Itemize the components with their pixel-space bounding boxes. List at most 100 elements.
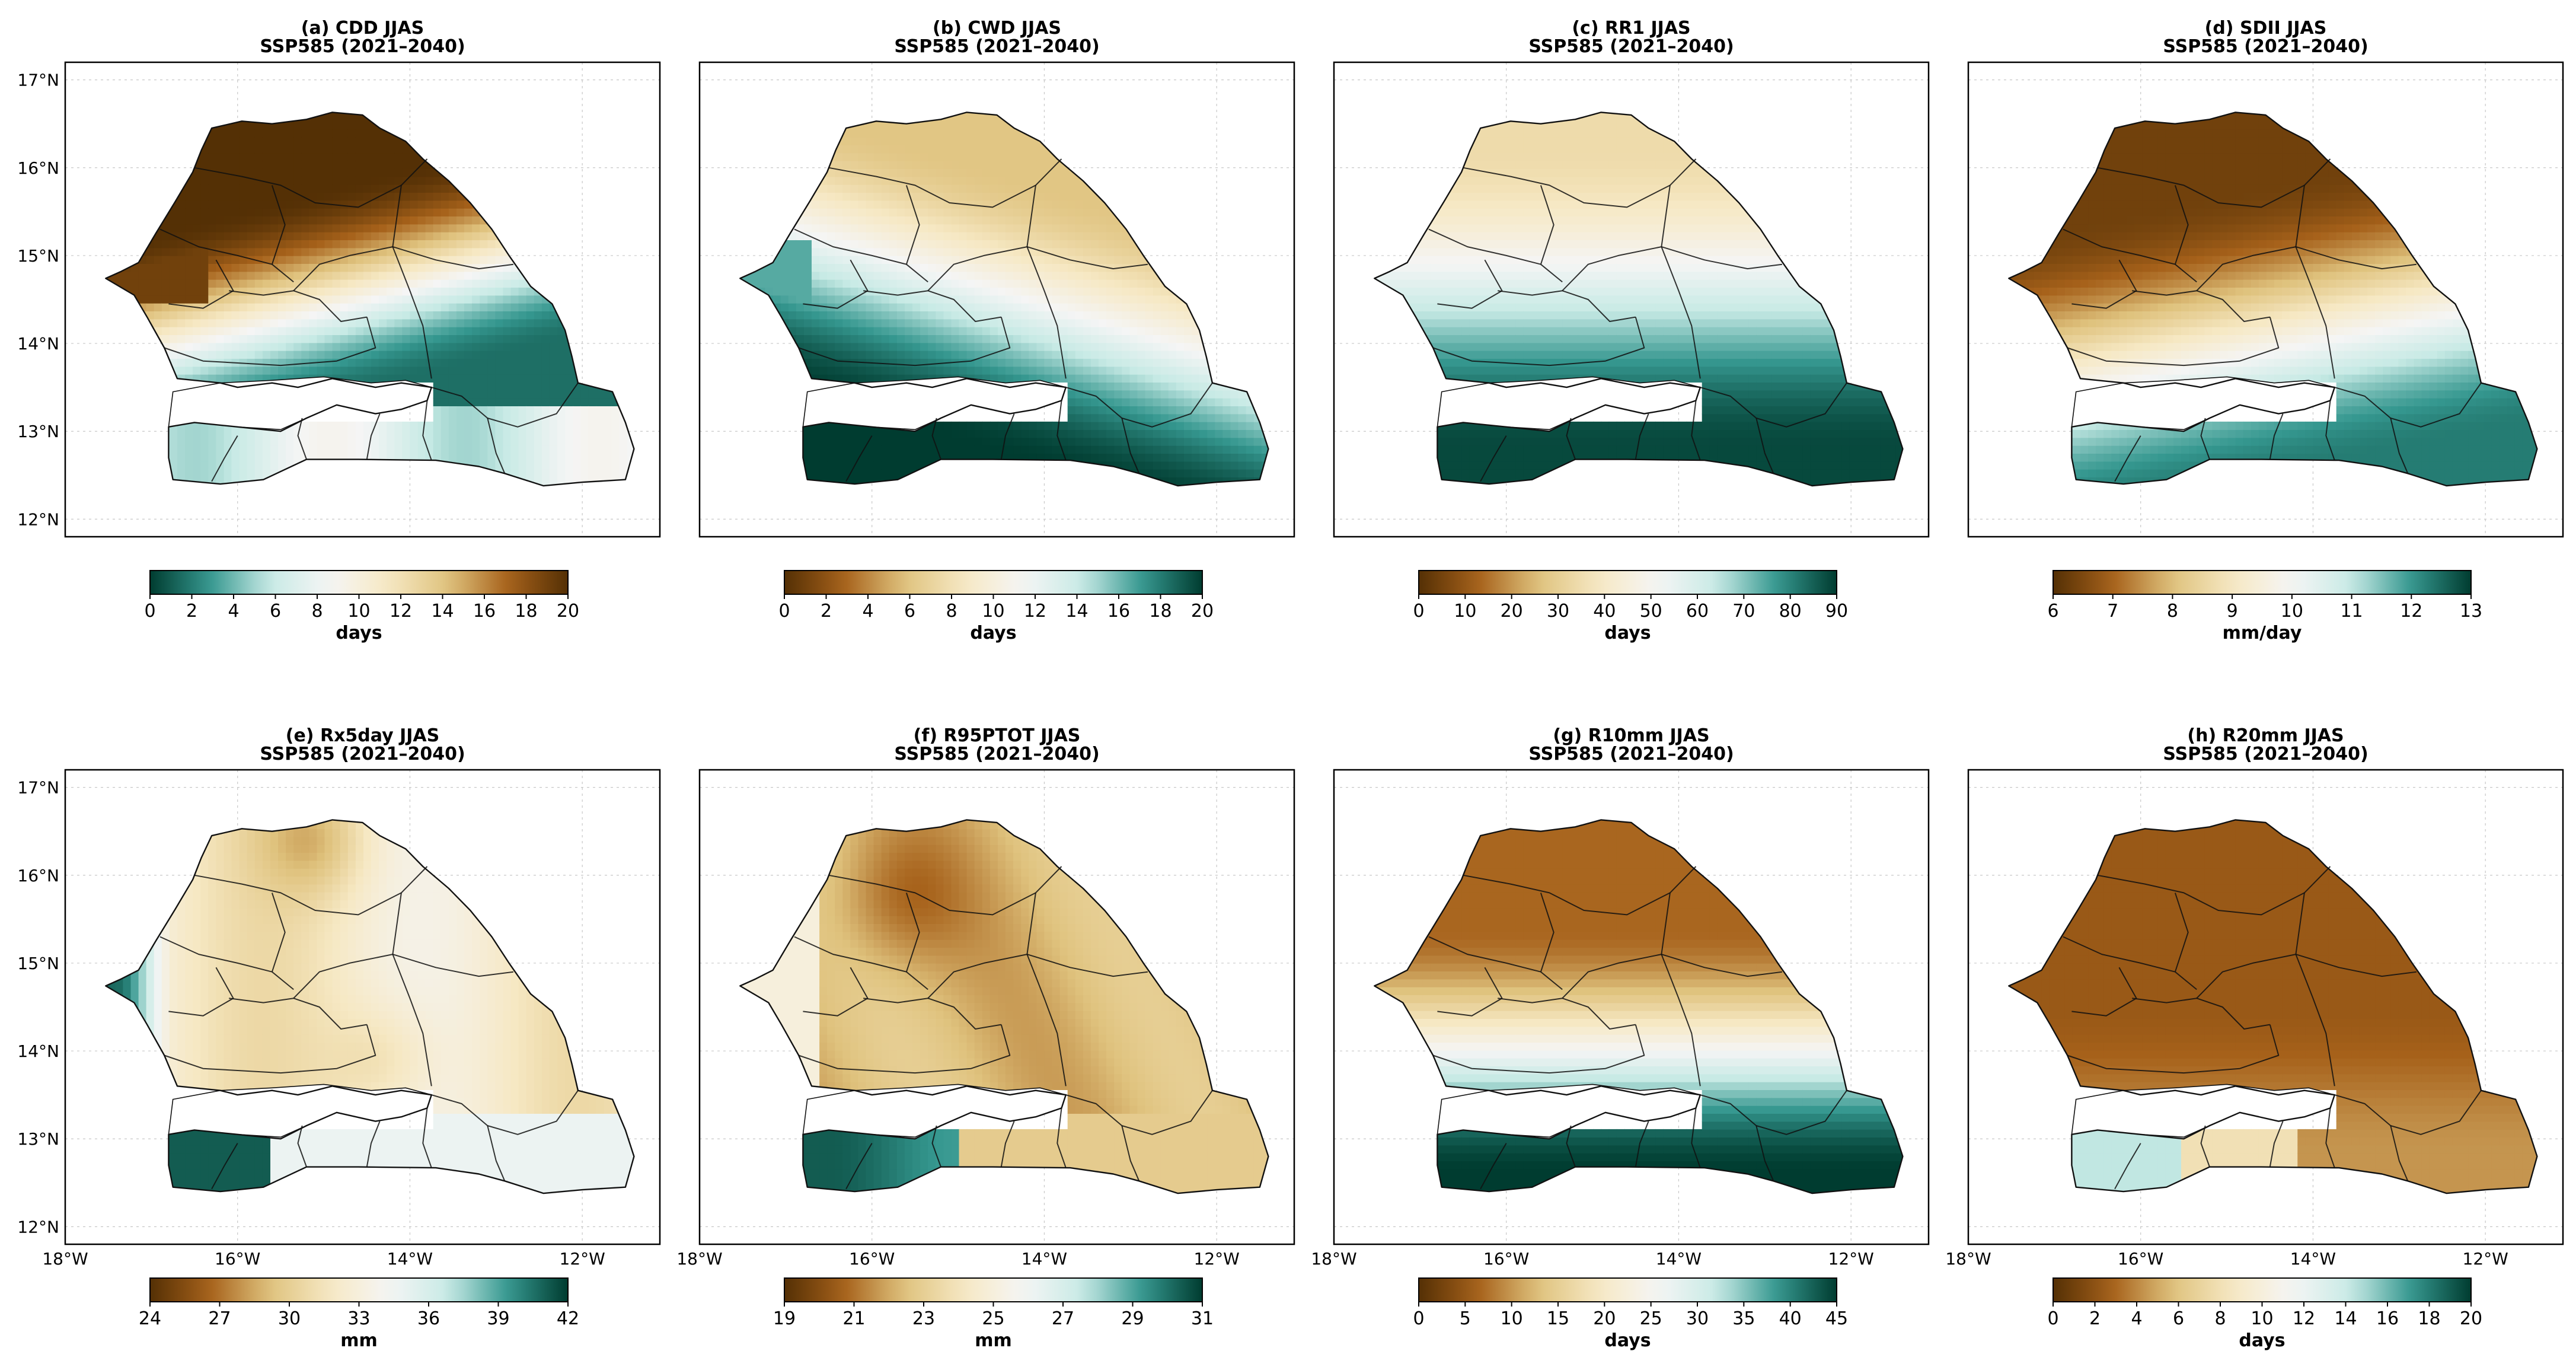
heat-cell [185, 152, 193, 161]
heat-cell [177, 429, 186, 438]
heat-cell [130, 247, 139, 256]
heat-cell [286, 279, 294, 288]
heat-cell [115, 429, 124, 438]
heat-cell [340, 145, 349, 154]
heat-cell [448, 469, 457, 477]
heat-cell [812, 485, 820, 486]
heat-cell [534, 406, 542, 415]
heat-cell [749, 477, 758, 486]
heat-cell [788, 469, 797, 477]
heat-cell [526, 208, 535, 216]
heat-cell [604, 453, 612, 462]
heat-cell [518, 445, 527, 454]
heat-cell [464, 469, 473, 477]
heat-cell [912, 287, 921, 296]
heat-cell [765, 224, 774, 232]
heat-cell [580, 390, 589, 399]
heat-cell [796, 390, 805, 399]
heat-cell [146, 176, 155, 185]
heat-cell [440, 334, 449, 343]
heat-cell [115, 374, 124, 383]
heat-cell [379, 334, 387, 343]
heat-cell [293, 311, 302, 320]
heat-cell [643, 406, 651, 414]
heat-cell [208, 334, 217, 343]
heat-cell [580, 152, 589, 161]
heat-cell [115, 334, 124, 343]
heat-cell [371, 271, 379, 280]
heat-cell [440, 136, 449, 145]
heat-cell [286, 247, 294, 256]
heat-cell [138, 397, 147, 406]
heat-cell [835, 342, 844, 351]
heat-cell [262, 326, 271, 335]
heat-cell [788, 216, 797, 225]
heat-cell [557, 240, 566, 248]
heat-cell [773, 350, 781, 359]
heat-cell [518, 374, 527, 383]
heat-cell [966, 469, 975, 477]
heat-cell [301, 469, 310, 477]
heat-cell [866, 240, 874, 248]
heat-cell [796, 231, 805, 240]
heat-cell [780, 200, 789, 209]
heat-cell [448, 429, 457, 438]
heat-cell [480, 453, 489, 462]
heat-cell [635, 248, 643, 256]
heat-cell [749, 184, 758, 193]
heat-cell [487, 406, 496, 415]
heat-cell [347, 208, 356, 216]
heat-cell [912, 366, 921, 375]
heat-cell [347, 271, 356, 280]
heat-cell [115, 477, 124, 486]
heat-cell [123, 437, 132, 446]
heat-cell [889, 311, 898, 320]
heat-cell [896, 200, 905, 209]
heat-cell [317, 469, 325, 477]
heat-cell [301, 112, 310, 114]
heat-cell [440, 295, 449, 304]
heat-cell [611, 247, 620, 256]
heat-cell [757, 397, 766, 406]
heat-cell [742, 112, 751, 114]
heat-cell [866, 113, 874, 122]
heat-cell [827, 318, 835, 327]
heat-cell [827, 461, 835, 470]
heat-cell [200, 208, 209, 216]
heat-cell [301, 366, 310, 375]
heat-cell [347, 366, 356, 375]
heat-cell [146, 168, 155, 177]
heat-cell [146, 445, 155, 454]
heat-cell [604, 334, 612, 343]
heat-cell [247, 216, 256, 225]
heat-cell [200, 224, 209, 232]
heat-cell [974, 184, 983, 193]
heat-cell [757, 152, 766, 161]
heat-cell [440, 231, 449, 240]
heat-cell [526, 350, 535, 359]
heat-cell [928, 184, 937, 193]
heat-cell [503, 112, 512, 114]
heat-cell [541, 224, 550, 232]
heat-cell [394, 469, 403, 477]
heat-cell [611, 334, 620, 343]
heat-cell [107, 358, 116, 367]
heat-cell [425, 224, 434, 232]
heat-cell [495, 477, 504, 486]
heat-cell [611, 358, 620, 367]
heat-cell [208, 453, 217, 462]
heat-cell [573, 224, 582, 232]
heat-cell [611, 437, 620, 446]
heat-cell [495, 295, 504, 304]
heat-cell [765, 136, 774, 145]
heat-cell [340, 445, 349, 454]
heat-cell [107, 429, 116, 438]
heat-cell [866, 342, 874, 351]
heat-cell [254, 334, 263, 343]
heat-cell [573, 184, 582, 193]
heat-cell [130, 152, 139, 161]
heat-cell [106, 184, 108, 193]
heat-cell [796, 406, 805, 415]
heat-cell [417, 287, 426, 296]
heat-cell [889, 429, 898, 438]
